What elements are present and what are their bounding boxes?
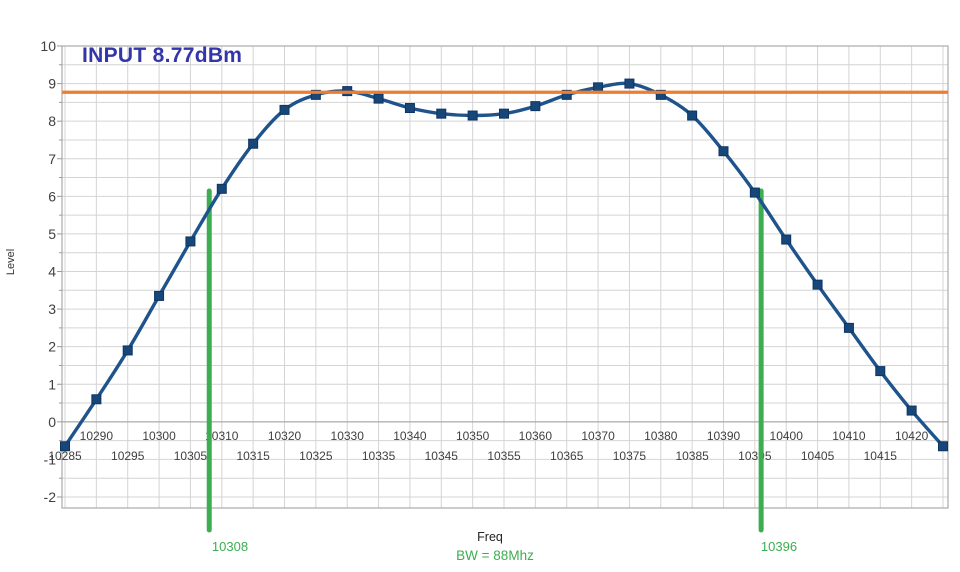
x-tick-label: 10410 bbox=[832, 429, 866, 443]
band-edge-label-right: 10396 bbox=[761, 539, 797, 554]
x-tick-label: 10335 bbox=[362, 449, 396, 463]
bandwidth-label: BW = 88Mhz bbox=[456, 548, 534, 563]
vertical-gridlines bbox=[64, 46, 944, 508]
x-axis-title: Freq bbox=[477, 530, 503, 544]
x-tick-label: 10380 bbox=[644, 429, 678, 443]
data-point-marker bbox=[467, 110, 478, 121]
x-tick-label: 10370 bbox=[581, 429, 615, 443]
y-tick-label: 10 bbox=[40, 38, 56, 54]
y-tick-label: 4 bbox=[48, 264, 56, 280]
data-point-marker bbox=[404, 103, 415, 114]
data-point-marker bbox=[530, 101, 541, 112]
data-point-marker bbox=[373, 93, 384, 104]
data-point-marker bbox=[310, 89, 321, 100]
data-point-marker bbox=[843, 322, 854, 333]
x-tick-label: 10315 bbox=[236, 449, 270, 463]
data-point-marker bbox=[781, 234, 792, 245]
x-tick-label: 10385 bbox=[675, 449, 709, 463]
x-tick-label: 10290 bbox=[80, 429, 114, 443]
x-axis-labels: 10285 10290 10295 10300 10305 10310 10315 10320… bbox=[48, 429, 928, 463]
y-tick-label: 9 bbox=[48, 76, 56, 92]
x-tick-label: 10365 bbox=[550, 449, 584, 463]
data-point-marker bbox=[593, 82, 604, 93]
x-tick-label: 10345 bbox=[425, 449, 459, 463]
chart-title: INPUT 8.77dBm bbox=[82, 44, 242, 67]
data-point-marker bbox=[154, 290, 165, 301]
y-tick-label: 5 bbox=[48, 226, 56, 242]
x-tick-label: 10320 bbox=[268, 429, 302, 443]
x-tick-label: 10375 bbox=[613, 449, 647, 463]
data-point-marker bbox=[436, 108, 447, 119]
data-point-marker bbox=[875, 366, 886, 377]
x-tick-label: 10295 bbox=[111, 449, 145, 463]
x-tick-label: 10285 bbox=[48, 449, 82, 463]
y-tick-label: 8 bbox=[48, 113, 56, 129]
x-tick-label: 10325 bbox=[299, 449, 333, 463]
data-point-marker bbox=[624, 78, 635, 89]
y-tick-label: 3 bbox=[48, 301, 56, 317]
x-tick-label: 10305 bbox=[174, 449, 208, 463]
x-tick-label: 10355 bbox=[487, 449, 521, 463]
x-tick-label: 10395 bbox=[738, 449, 772, 463]
band-edge-lines bbox=[206, 188, 764, 533]
x-tick-label: 10405 bbox=[801, 449, 835, 463]
data-point-marker bbox=[561, 89, 572, 100]
x-tick-label: 10360 bbox=[519, 429, 553, 443]
data-point-marker bbox=[687, 110, 698, 121]
data-point-marker bbox=[655, 89, 666, 100]
data-point-marker bbox=[216, 183, 227, 194]
y-axis-title: Level bbox=[5, 249, 17, 275]
x-tick-label: 10350 bbox=[456, 429, 490, 443]
y-axis-ticks bbox=[57, 45, 62, 498]
data-point-marker bbox=[122, 345, 133, 356]
chart-generated-layers: 109876543210-1-2102851029010295103001030… bbox=[40, 38, 949, 533]
y-tick-label: -2 bbox=[44, 489, 57, 505]
x-tick-label: 10390 bbox=[707, 429, 741, 443]
data-point-marker bbox=[60, 441, 70, 452]
y-tick-label: 1 bbox=[48, 376, 56, 392]
x-tick-label: 10330 bbox=[331, 429, 365, 443]
data-point-marker bbox=[812, 279, 823, 290]
data-point-marker bbox=[499, 108, 509, 119]
y-tick-label: 7 bbox=[48, 151, 56, 167]
y-tick-label: 2 bbox=[48, 339, 56, 355]
plot-border bbox=[61, 45, 949, 509]
data-point-marker bbox=[718, 146, 729, 157]
x-tick-label: 10300 bbox=[142, 429, 176, 443]
data-point-marker bbox=[279, 104, 290, 115]
data-point-marker bbox=[185, 236, 196, 247]
x-tick-label: 10340 bbox=[393, 429, 427, 443]
y-tick-label: 0 bbox=[48, 414, 56, 430]
data-point-marker bbox=[938, 441, 948, 452]
data-point-marker bbox=[906, 405, 917, 416]
data-point-marker bbox=[749, 187, 760, 198]
x-tick-label: 10310 bbox=[205, 429, 239, 443]
x-tick-label: 10420 bbox=[895, 429, 929, 443]
band-edge-label-left: 10308 bbox=[212, 539, 248, 554]
data-point-marker bbox=[248, 138, 259, 149]
x-tick-label: 10415 bbox=[864, 449, 898, 463]
x-tick-label: 10400 bbox=[770, 429, 804, 443]
y-tick-label: -1 bbox=[44, 451, 57, 467]
data-point-marker bbox=[91, 394, 102, 405]
y-tick-label: 6 bbox=[48, 188, 56, 204]
